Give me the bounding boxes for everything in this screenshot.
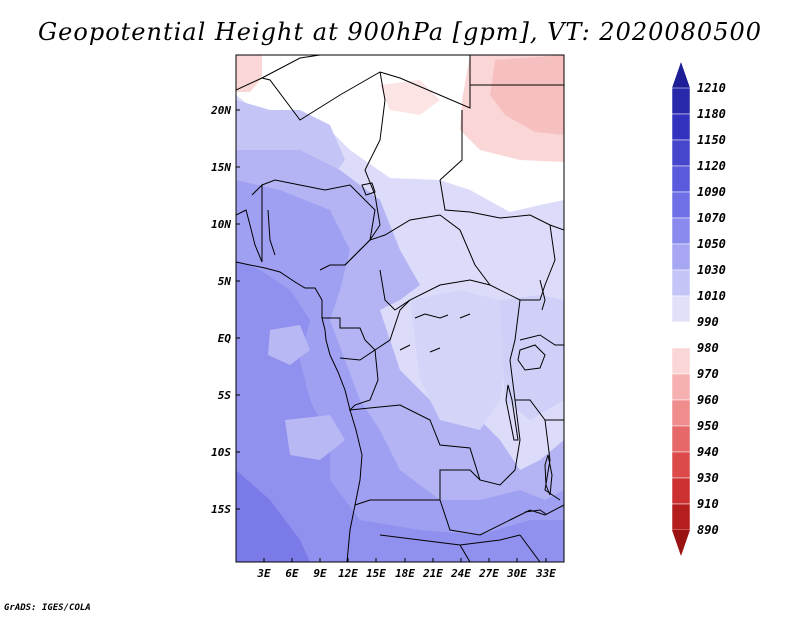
colorbar-segment — [671, 243, 691, 271]
lake-chad — [361, 182, 376, 196]
colorbar-label: 1010 — [697, 289, 726, 303]
colorbar-label: 940 — [697, 445, 719, 459]
colorbar-label: 1070 — [697, 211, 726, 225]
colorbar-segment — [671, 477, 691, 505]
colorbar-bottom-arrow — [672, 530, 690, 556]
lon-label: 24E — [450, 567, 471, 580]
colorbar-label: 890 — [697, 523, 719, 537]
field-mid-patch — [268, 325, 310, 365]
lon-label: 12E — [338, 567, 358, 580]
border-angola-zambia — [354, 469, 564, 536]
colorbar-segment — [671, 87, 691, 115]
colorbar-segment — [671, 191, 691, 219]
lake-malawi — [544, 454, 553, 496]
lat-label: 20N — [210, 104, 231, 117]
colorbar-segments — [671, 87, 691, 531]
lake-kariba — [524, 509, 547, 515]
border-south — [379, 534, 541, 562]
lat-label: 5S — [218, 389, 232, 402]
height-field — [236, 55, 564, 562]
colorbar-label: 1050 — [697, 237, 726, 251]
lat-label: 5N — [218, 275, 232, 288]
colorbar-segment — [671, 399, 691, 427]
colorbar-segment — [671, 113, 691, 141]
lon-label: 15E — [366, 567, 386, 580]
lon-label: 21E — [422, 567, 443, 580]
border-west-states — [236, 183, 276, 263]
colorbar-label: 980 — [697, 341, 719, 355]
lon-label: 6E — [285, 567, 299, 580]
colorbar-label: 1090 — [697, 185, 726, 199]
lon-label: 30E — [506, 567, 527, 580]
grads-credit: GrADS: IGES/COLA — [4, 603, 91, 613]
colorbar-segment — [671, 165, 691, 193]
lat-label: EQ — [218, 332, 232, 345]
lat-label: 10S — [211, 446, 231, 459]
colorbar: 1210 1180 1150 1120 1090 1070 1050 1030 … — [671, 62, 726, 556]
lat-axis: 20N 15N 10N 5N EQ 5S 10S 15S — [210, 104, 240, 516]
lon-label: 3E — [256, 567, 271, 580]
colorbar-label: 990 — [697, 315, 719, 329]
lon-label: 27E — [478, 567, 499, 580]
colorbar-label: 930 — [697, 471, 719, 485]
field-pale-congo — [410, 290, 510, 430]
colorbar-label: 1150 — [697, 133, 726, 147]
colorbar-segment — [671, 217, 691, 245]
colorbar-label: 910 — [697, 497, 719, 511]
lon-label: 33E — [535, 567, 556, 580]
map-title: Geopotential Height at 900hPa [gpm], VT:… — [38, 18, 762, 46]
colorbar-label: 1210 — [697, 81, 726, 95]
river-congo — [399, 313, 471, 353]
colorbar-label: 1120 — [697, 159, 726, 173]
colorbar-segment — [671, 347, 691, 375]
border-congo-gabon — [322, 299, 411, 351]
lake-turkana — [539, 279, 546, 311]
lake-tanganyika — [505, 384, 519, 441]
colorbar-label: 970 — [697, 367, 719, 381]
colorbar-label: 1180 — [697, 107, 726, 121]
border-saharan-north — [236, 55, 564, 121]
field-1090-band — [236, 260, 564, 562]
lat-label: 15N — [211, 161, 231, 174]
colorbar-label: 1030 — [697, 263, 726, 277]
lon-label: 18E — [395, 567, 415, 580]
colorbar-label: 950 — [697, 419, 719, 433]
colorbar-segment — [671, 503, 691, 531]
colorbar-label: 960 — [697, 393, 719, 407]
field-salmon-northeast — [490, 55, 564, 135]
colorbar-segment — [671, 373, 691, 401]
border-ethiopia — [539, 224, 556, 301]
colorbar-segment — [671, 269, 691, 297]
lake-victoria — [517, 344, 546, 371]
border-east-africa — [515, 334, 564, 501]
map-frame — [235, 54, 565, 563]
lon-axis: 3E 6E 9E 12E 15E 18E 21E 24E 27E 30E 33E — [256, 558, 556, 580]
lat-label: 10N — [211, 218, 231, 231]
field-1120-southwest — [236, 470, 310, 562]
colorbar-segment — [671, 451, 691, 479]
field-pink-northwest — [236, 55, 262, 92]
field-pale-east — [500, 295, 564, 420]
colorbar-segment — [671, 139, 691, 167]
coastline-west-africa — [236, 261, 363, 562]
colorbar-segment — [671, 295, 691, 323]
lat-label: 15S — [211, 503, 231, 516]
boundaries — [236, 55, 564, 562]
border-sudan-chad — [364, 71, 463, 241]
field-south-patch — [285, 415, 345, 460]
border-nigeria — [261, 179, 376, 271]
colorbar-segment — [671, 425, 691, 453]
lon-label: 9E — [313, 567, 327, 580]
colorbar-top-arrow — [672, 62, 690, 88]
colorbar-segment — [671, 321, 691, 349]
